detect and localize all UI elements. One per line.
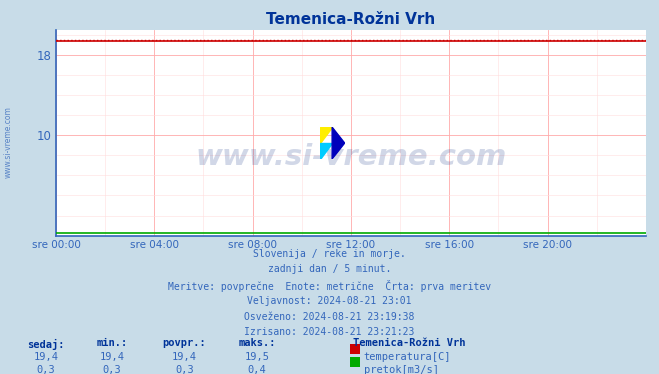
Text: 0,3: 0,3 <box>37 365 55 374</box>
Text: 19,5: 19,5 <box>244 352 270 362</box>
Text: sedaj:: sedaj: <box>28 338 65 349</box>
Text: www.si-vreme.com: www.si-vreme.com <box>4 106 13 178</box>
Text: Izrisano: 2024-08-21 23:21:23: Izrisano: 2024-08-21 23:21:23 <box>244 327 415 337</box>
Text: Slovenija / reke in morje.: Slovenija / reke in morje. <box>253 249 406 259</box>
Text: temperatura[C]: temperatura[C] <box>364 352 451 362</box>
Polygon shape <box>332 127 345 159</box>
Text: 0,4: 0,4 <box>248 365 266 374</box>
Text: 19,4: 19,4 <box>172 352 197 362</box>
Text: min.:: min.: <box>96 338 128 349</box>
Text: zadnji dan / 5 minut.: zadnji dan / 5 minut. <box>268 264 391 275</box>
Polygon shape <box>320 127 332 143</box>
Text: pretok[m3/s]: pretok[m3/s] <box>364 365 439 374</box>
Text: povpr.:: povpr.: <box>163 338 206 349</box>
Text: 0,3: 0,3 <box>103 365 121 374</box>
Polygon shape <box>320 143 332 159</box>
Text: 19,4: 19,4 <box>100 352 125 362</box>
Text: 19,4: 19,4 <box>34 352 59 362</box>
Text: maks.:: maks.: <box>239 338 275 349</box>
Text: www.si-vreme.com: www.si-vreme.com <box>195 144 507 171</box>
Text: Meritve: povprečne  Enote: metrične  Črta: prva meritev: Meritve: povprečne Enote: metrične Črta:… <box>168 280 491 292</box>
Text: Osveženo: 2024-08-21 23:19:38: Osveženo: 2024-08-21 23:19:38 <box>244 312 415 322</box>
Text: 0,3: 0,3 <box>175 365 194 374</box>
Text: Temenica-Rožni Vrh: Temenica-Rožni Vrh <box>353 338 465 349</box>
Text: Veljavnost: 2024-08-21 23:01: Veljavnost: 2024-08-21 23:01 <box>247 296 412 306</box>
Title: Temenica-Rožni Vrh: Temenica-Rožni Vrh <box>266 12 436 27</box>
